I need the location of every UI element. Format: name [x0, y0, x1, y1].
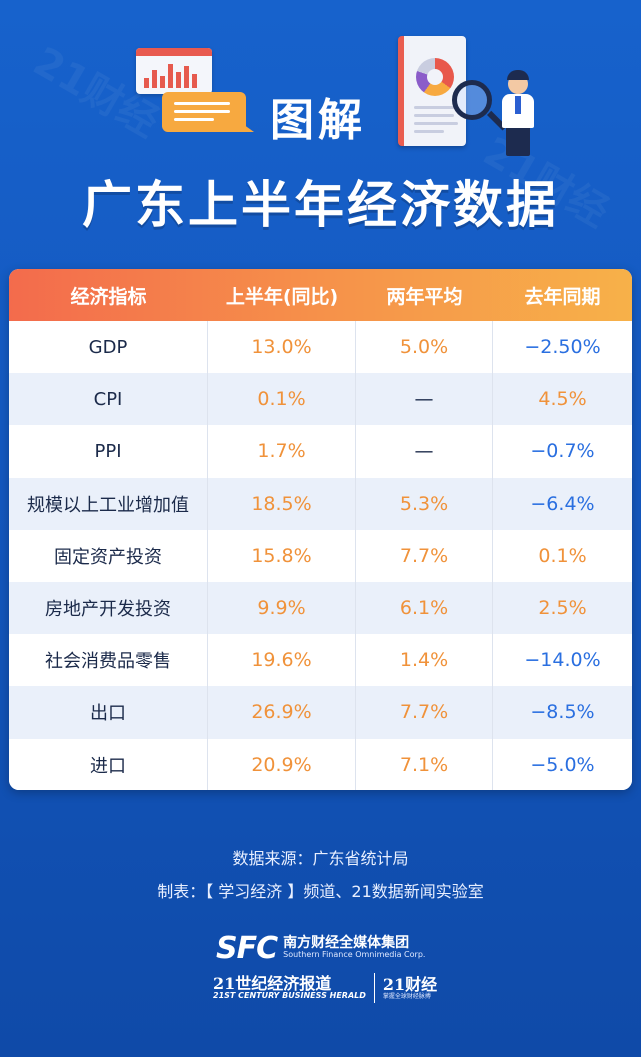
header-illustration: 图解: [0, 0, 641, 250]
caijing-logo-name: 21财经: [382, 974, 438, 994]
last-year-value: −2.50%: [524, 336, 601, 359]
h1-value: 9.9%: [208, 581, 356, 635]
indicator-name: 出口: [9, 686, 208, 739]
column-header: 上半年(同比): [225, 285, 339, 308]
last-year-value: 0.1%: [538, 544, 587, 567]
last-year-value: −6.4%: [530, 492, 595, 515]
table-row: PPI 1.7% — −0.7%: [9, 425, 632, 478]
indicator-name: PPI: [9, 425, 208, 478]
last-year-value: −0.7%: [530, 440, 595, 463]
h1-value: 19.6%: [208, 634, 356, 687]
indicator-name: 固定资产投资: [9, 529, 208, 582]
two-year-avg-value: 7.1%: [356, 738, 493, 790]
table-row: CPI 0.1% — 4.5%: [9, 373, 632, 426]
last-year-value: −8.5%: [530, 701, 595, 724]
sfc-logo-english: Southern Finance Omnimedia Corp.: [283, 950, 426, 960]
magnifier-icon: [452, 80, 492, 120]
h1-value: 26.9%: [208, 686, 356, 739]
indicator-name: 规模以上工业增加值: [9, 477, 208, 530]
last-year-value: −14.0%: [524, 649, 601, 672]
last-year-value: −5.0%: [530, 753, 595, 776]
two-year-avg-value: 1.4%: [356, 634, 493, 687]
indicator-name: 社会消费品零售: [9, 634, 208, 687]
businessman-icon: [488, 70, 548, 160]
last-year-value: 2.5%: [538, 597, 587, 620]
column-header: 去年同期: [524, 285, 601, 308]
table-row: 规模以上工业增加值 18.5% 5.3% −6.4%: [9, 477, 632, 530]
table-row: 社会消费品零售 19.6% 1.4% −14.0%: [9, 634, 632, 687]
herald-logo-name: 21世纪经济报道: [213, 973, 332, 993]
page-title: 广东上半年经济数据: [82, 176, 559, 234]
table-row: GDP 13.0% 5.0% −2.50%: [9, 321, 632, 374]
two-year-avg-value: 5.3%: [356, 477, 493, 530]
small-title: 图解: [270, 95, 366, 146]
herald-logo: 21世纪经济报道 21ST CENTURY BUSINESS HERALD 21…: [213, 970, 443, 1006]
two-year-avg-value: 7.7%: [356, 529, 493, 582]
h1-value: 13.0%: [208, 321, 356, 374]
last-year-value: 4.5%: [538, 388, 587, 411]
logo-divider: [373, 973, 375, 1003]
table-header: 经济指标 上半年(同比) 两年平均 去年同期: [9, 269, 632, 321]
speech-bubble-icon: [162, 92, 254, 132]
indicator-name: 房地产开发投资: [9, 581, 208, 635]
sfc-logo: SFC 南方财经全媒体集团 Southern Finance Omnimedia…: [216, 930, 426, 966]
credits-text: 制表：【 学习经济 】频道、21数据新闻实验室: [157, 882, 484, 901]
table-row: 房地产开发投资 9.9% 6.1% 2.5%: [9, 581, 632, 635]
column-header: 经济指标: [70, 285, 147, 308]
caijing-logo-slogan: 掌握全球财经脉搏: [382, 992, 431, 1000]
column-header: 两年平均: [386, 285, 463, 308]
herald-logo-english: 21ST CENTURY BUSINESS HERALD: [213, 991, 366, 1001]
two-year-avg-value: —: [356, 425, 493, 478]
two-year-avg-value: 5.0%: [356, 321, 493, 374]
sfc-logo-name: 南方财经全媒体集团: [283, 934, 410, 951]
two-year-avg-value: 7.7%: [356, 686, 493, 739]
two-year-avg-value: —: [356, 373, 493, 426]
table-body: GDP 13.0% 5.0% −2.50% CPI 0.1% — 4.5% PP…: [9, 321, 632, 790]
data-table: 经济指标 上半年(同比) 两年平均 去年同期 GDP 13.0% 5.0% −2…: [9, 269, 632, 790]
table-row: 出口 26.9% 7.7% −8.5%: [9, 686, 632, 739]
h1-value: 15.8%: [208, 529, 356, 582]
indicator-name: GDP: [9, 321, 208, 374]
indicator-name: CPI: [9, 373, 208, 426]
sfc-logo-mark: SFC: [216, 930, 278, 966]
h1-value: 1.7%: [208, 425, 356, 478]
table-row: 固定资产投资 15.8% 7.7% 0.1%: [9, 529, 632, 582]
h1-value: 0.1%: [208, 373, 356, 426]
table-row: 进口 20.9% 7.1% −5.0%: [9, 738, 632, 790]
h1-value: 20.9%: [208, 738, 356, 790]
h1-value: 18.5%: [208, 477, 356, 530]
data-source-text: 数据来源：广东省统计局: [232, 849, 409, 868]
bar-chart-card-icon: [136, 48, 212, 94]
two-year-avg-value: 6.1%: [356, 581, 493, 635]
indicator-name: 进口: [9, 738, 208, 790]
